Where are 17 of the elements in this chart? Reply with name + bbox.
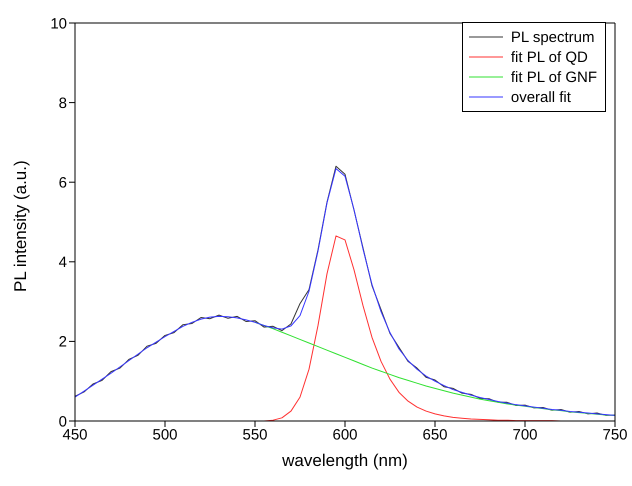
y-tick-label: 6 (58, 174, 67, 192)
y-tick-label: 2 (58, 334, 67, 351)
y-tick-label: 4 (58, 254, 67, 272)
y-tick-label: 8 (58, 94, 67, 112)
y-axis-title: PL intensity (a.u.) (11, 160, 30, 292)
x-tick-label: 650 (422, 426, 448, 444)
legend-label: fit PL of QD (510, 48, 588, 66)
legend-label: PL spectrum (510, 28, 595, 46)
x-axis-title: wavelength (nm) (281, 451, 408, 470)
x-tick-label: 550 (242, 426, 268, 444)
x-tick-label: 600 (332, 426, 358, 444)
legend-label: overall fit (510, 88, 571, 106)
x-tick-label: 750 (602, 426, 628, 444)
x-tick-label: 500 (152, 426, 178, 444)
x-tick-label: 700 (512, 426, 538, 444)
legend-label: fit PL of GNF (510, 68, 597, 86)
y-tick-label: 10 (50, 15, 67, 32)
